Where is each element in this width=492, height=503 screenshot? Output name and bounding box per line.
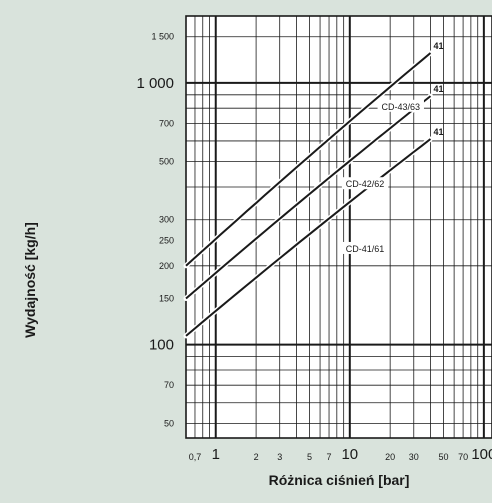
- y-tick-label: 500: [159, 157, 174, 167]
- y-tick-label: 250: [159, 235, 174, 245]
- y-tick-label: 300: [159, 215, 174, 225]
- y-axis-label: Wydajność [kg/h]: [22, 222, 38, 338]
- y-tick-label: 200: [159, 261, 174, 271]
- series-end-label: 41: [434, 127, 444, 137]
- series-annotation-bg: [341, 177, 389, 190]
- y-tick-label: 70: [164, 380, 174, 390]
- x-tick-label: 100: [471, 446, 492, 463]
- x-tick-label: 5: [307, 452, 312, 462]
- series-annotation-bg: [341, 241, 389, 254]
- x-tick-label: 30: [409, 452, 419, 462]
- series-annotation-bg: [377, 99, 424, 112]
- y-tick-label: 150: [159, 294, 174, 304]
- x-tick-label: 70: [458, 452, 468, 462]
- y-tick-label: 50: [164, 418, 174, 428]
- series-annotation: CD-41/61: [346, 244, 385, 254]
- y-tick-label: 100: [149, 337, 174, 354]
- x-axis-label: Różnica ciśnień [bar]: [268, 472, 410, 488]
- series-end-label: 41: [434, 84, 444, 94]
- x-tick-label: 1: [212, 446, 220, 463]
- series-annotation: CD-43/63: [382, 102, 421, 112]
- series-line: [185, 52, 432, 267]
- y-axis-label-wrap: Wydajność [kg/h]: [0, 160, 60, 400]
- plot-frame: [185, 15, 492, 439]
- x-tick-label: 7: [327, 452, 332, 462]
- plot-area: [186, 16, 492, 438]
- series-line: [185, 95, 432, 300]
- series-line: [185, 138, 432, 337]
- x-tick-label: 2: [254, 452, 259, 462]
- x-tick-label: 3: [277, 452, 282, 462]
- y-tick-label: 1 000: [136, 75, 174, 92]
- y-tick-label: 700: [159, 118, 174, 128]
- x-tick-label: 0,7: [189, 452, 202, 462]
- x-tick-label: 50: [438, 452, 448, 462]
- y-tick-label: 1 500: [151, 32, 174, 42]
- x-tick-label: 20: [385, 452, 395, 462]
- x-tick-label: 10: [341, 446, 358, 463]
- series-annotation: CD-42/62: [346, 179, 385, 189]
- series-end-label: 41: [434, 41, 444, 51]
